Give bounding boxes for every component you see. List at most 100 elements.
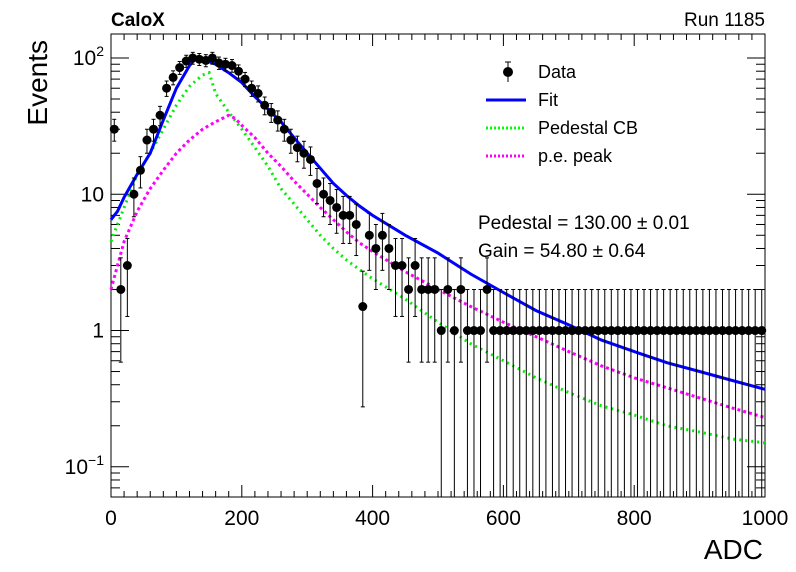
data-point bbox=[456, 284, 466, 294]
data-point bbox=[639, 326, 649, 336]
data-point bbox=[541, 326, 551, 336]
data-point bbox=[162, 83, 172, 93]
data-point bbox=[364, 230, 374, 240]
data-point bbox=[319, 189, 329, 199]
data-point bbox=[443, 284, 453, 294]
run-label: Run 1185 bbox=[684, 10, 765, 31]
data-point bbox=[521, 326, 531, 336]
data-point bbox=[371, 243, 381, 253]
x-axis-title: ADC bbox=[704, 534, 763, 565]
data-point bbox=[489, 326, 499, 336]
data-point bbox=[273, 115, 283, 125]
data-point bbox=[691, 326, 701, 336]
x-tick-label: 600 bbox=[486, 507, 521, 530]
y-axis-title: Events bbox=[22, 40, 53, 126]
data-point bbox=[757, 326, 767, 336]
data-point bbox=[253, 88, 263, 98]
data-point bbox=[377, 230, 387, 240]
series-layer bbox=[109, 56, 766, 445]
data-point bbox=[593, 326, 603, 336]
legend: Data Fit Pedestal CB p.e. peak bbox=[486, 61, 638, 166]
y-tick-label: 10 bbox=[81, 183, 104, 206]
data-point bbox=[266, 107, 276, 117]
y-tick-label: 10−1 bbox=[65, 452, 105, 479]
x-axis: 0 200 400 600 800 1000 bbox=[105, 34, 788, 530]
x-tick-label: 0 bbox=[105, 507, 117, 530]
data-point bbox=[305, 154, 315, 164]
data-point bbox=[704, 326, 714, 336]
data-point bbox=[482, 284, 492, 294]
data-points bbox=[109, 51, 767, 497]
data-point bbox=[149, 124, 159, 134]
data-point bbox=[436, 326, 446, 336]
data-point bbox=[731, 326, 741, 336]
legend-label-p-e-peak: p.e. peak bbox=[538, 146, 613, 166]
data-point bbox=[567, 326, 577, 336]
experiment-label: CaloX bbox=[111, 10, 165, 31]
legend-label-fit: Fit bbox=[538, 90, 558, 110]
data-point bbox=[534, 326, 544, 336]
data-point bbox=[554, 326, 564, 336]
data-point bbox=[292, 143, 302, 153]
data-point bbox=[750, 326, 760, 336]
data-point bbox=[404, 284, 414, 294]
data-point bbox=[495, 326, 505, 336]
data-point bbox=[711, 326, 721, 336]
data-point bbox=[417, 284, 427, 294]
data-point bbox=[528, 326, 538, 336]
data-point bbox=[606, 326, 616, 336]
data-point bbox=[384, 243, 394, 253]
legend-marker-data bbox=[503, 67, 513, 77]
x-tick-label: 1000 bbox=[742, 507, 789, 530]
data-point bbox=[502, 326, 512, 336]
data-point bbox=[155, 110, 165, 120]
data-point bbox=[632, 326, 642, 336]
data-point bbox=[685, 326, 695, 336]
data-point bbox=[286, 135, 296, 145]
data-point bbox=[665, 326, 675, 336]
data-point bbox=[116, 284, 126, 294]
data-point bbox=[240, 74, 250, 84]
data-point bbox=[737, 326, 747, 336]
data-point bbox=[423, 284, 433, 294]
data-point bbox=[410, 261, 420, 270]
data-point bbox=[430, 284, 440, 294]
data-point bbox=[122, 261, 132, 270]
data-point bbox=[109, 124, 119, 134]
data-point bbox=[508, 326, 518, 336]
data-point bbox=[744, 326, 754, 336]
pedestal-annotation: Pedestal = 130.00 ± 0.01 bbox=[478, 213, 690, 234]
data-point bbox=[476, 326, 486, 336]
y-tick-label: 102 bbox=[73, 43, 104, 70]
data-point bbox=[390, 261, 400, 270]
data-point bbox=[580, 326, 590, 336]
data-point bbox=[678, 326, 688, 336]
data-point bbox=[449, 326, 459, 336]
x-tick-label: 400 bbox=[355, 507, 390, 530]
data-point bbox=[672, 326, 682, 336]
y-axis: 10−1 1 10 102 bbox=[65, 43, 765, 498]
data-point bbox=[234, 66, 244, 76]
y-tick-label: 1 bbox=[92, 320, 104, 343]
data-point bbox=[397, 261, 407, 270]
legend-label-pedestal-cb: Pedestal CB bbox=[538, 118, 638, 138]
data-point bbox=[358, 302, 368, 312]
data-point bbox=[312, 178, 322, 188]
data-point bbox=[345, 210, 355, 220]
data-point bbox=[717, 326, 727, 336]
data-point bbox=[659, 326, 669, 336]
data-point bbox=[325, 195, 335, 205]
data-point bbox=[279, 124, 289, 134]
x-tick-label: 800 bbox=[617, 507, 652, 530]
data-point bbox=[338, 210, 348, 220]
data-point bbox=[332, 202, 342, 212]
legend-label-data: Data bbox=[538, 62, 577, 82]
data-point bbox=[469, 326, 479, 336]
series-line-pedestal-cb bbox=[109, 70, 766, 445]
data-point bbox=[646, 326, 656, 336]
plot-frame bbox=[110, 33, 766, 498]
data-point bbox=[135, 165, 145, 175]
data-point bbox=[619, 326, 629, 336]
data-point bbox=[299, 148, 309, 158]
